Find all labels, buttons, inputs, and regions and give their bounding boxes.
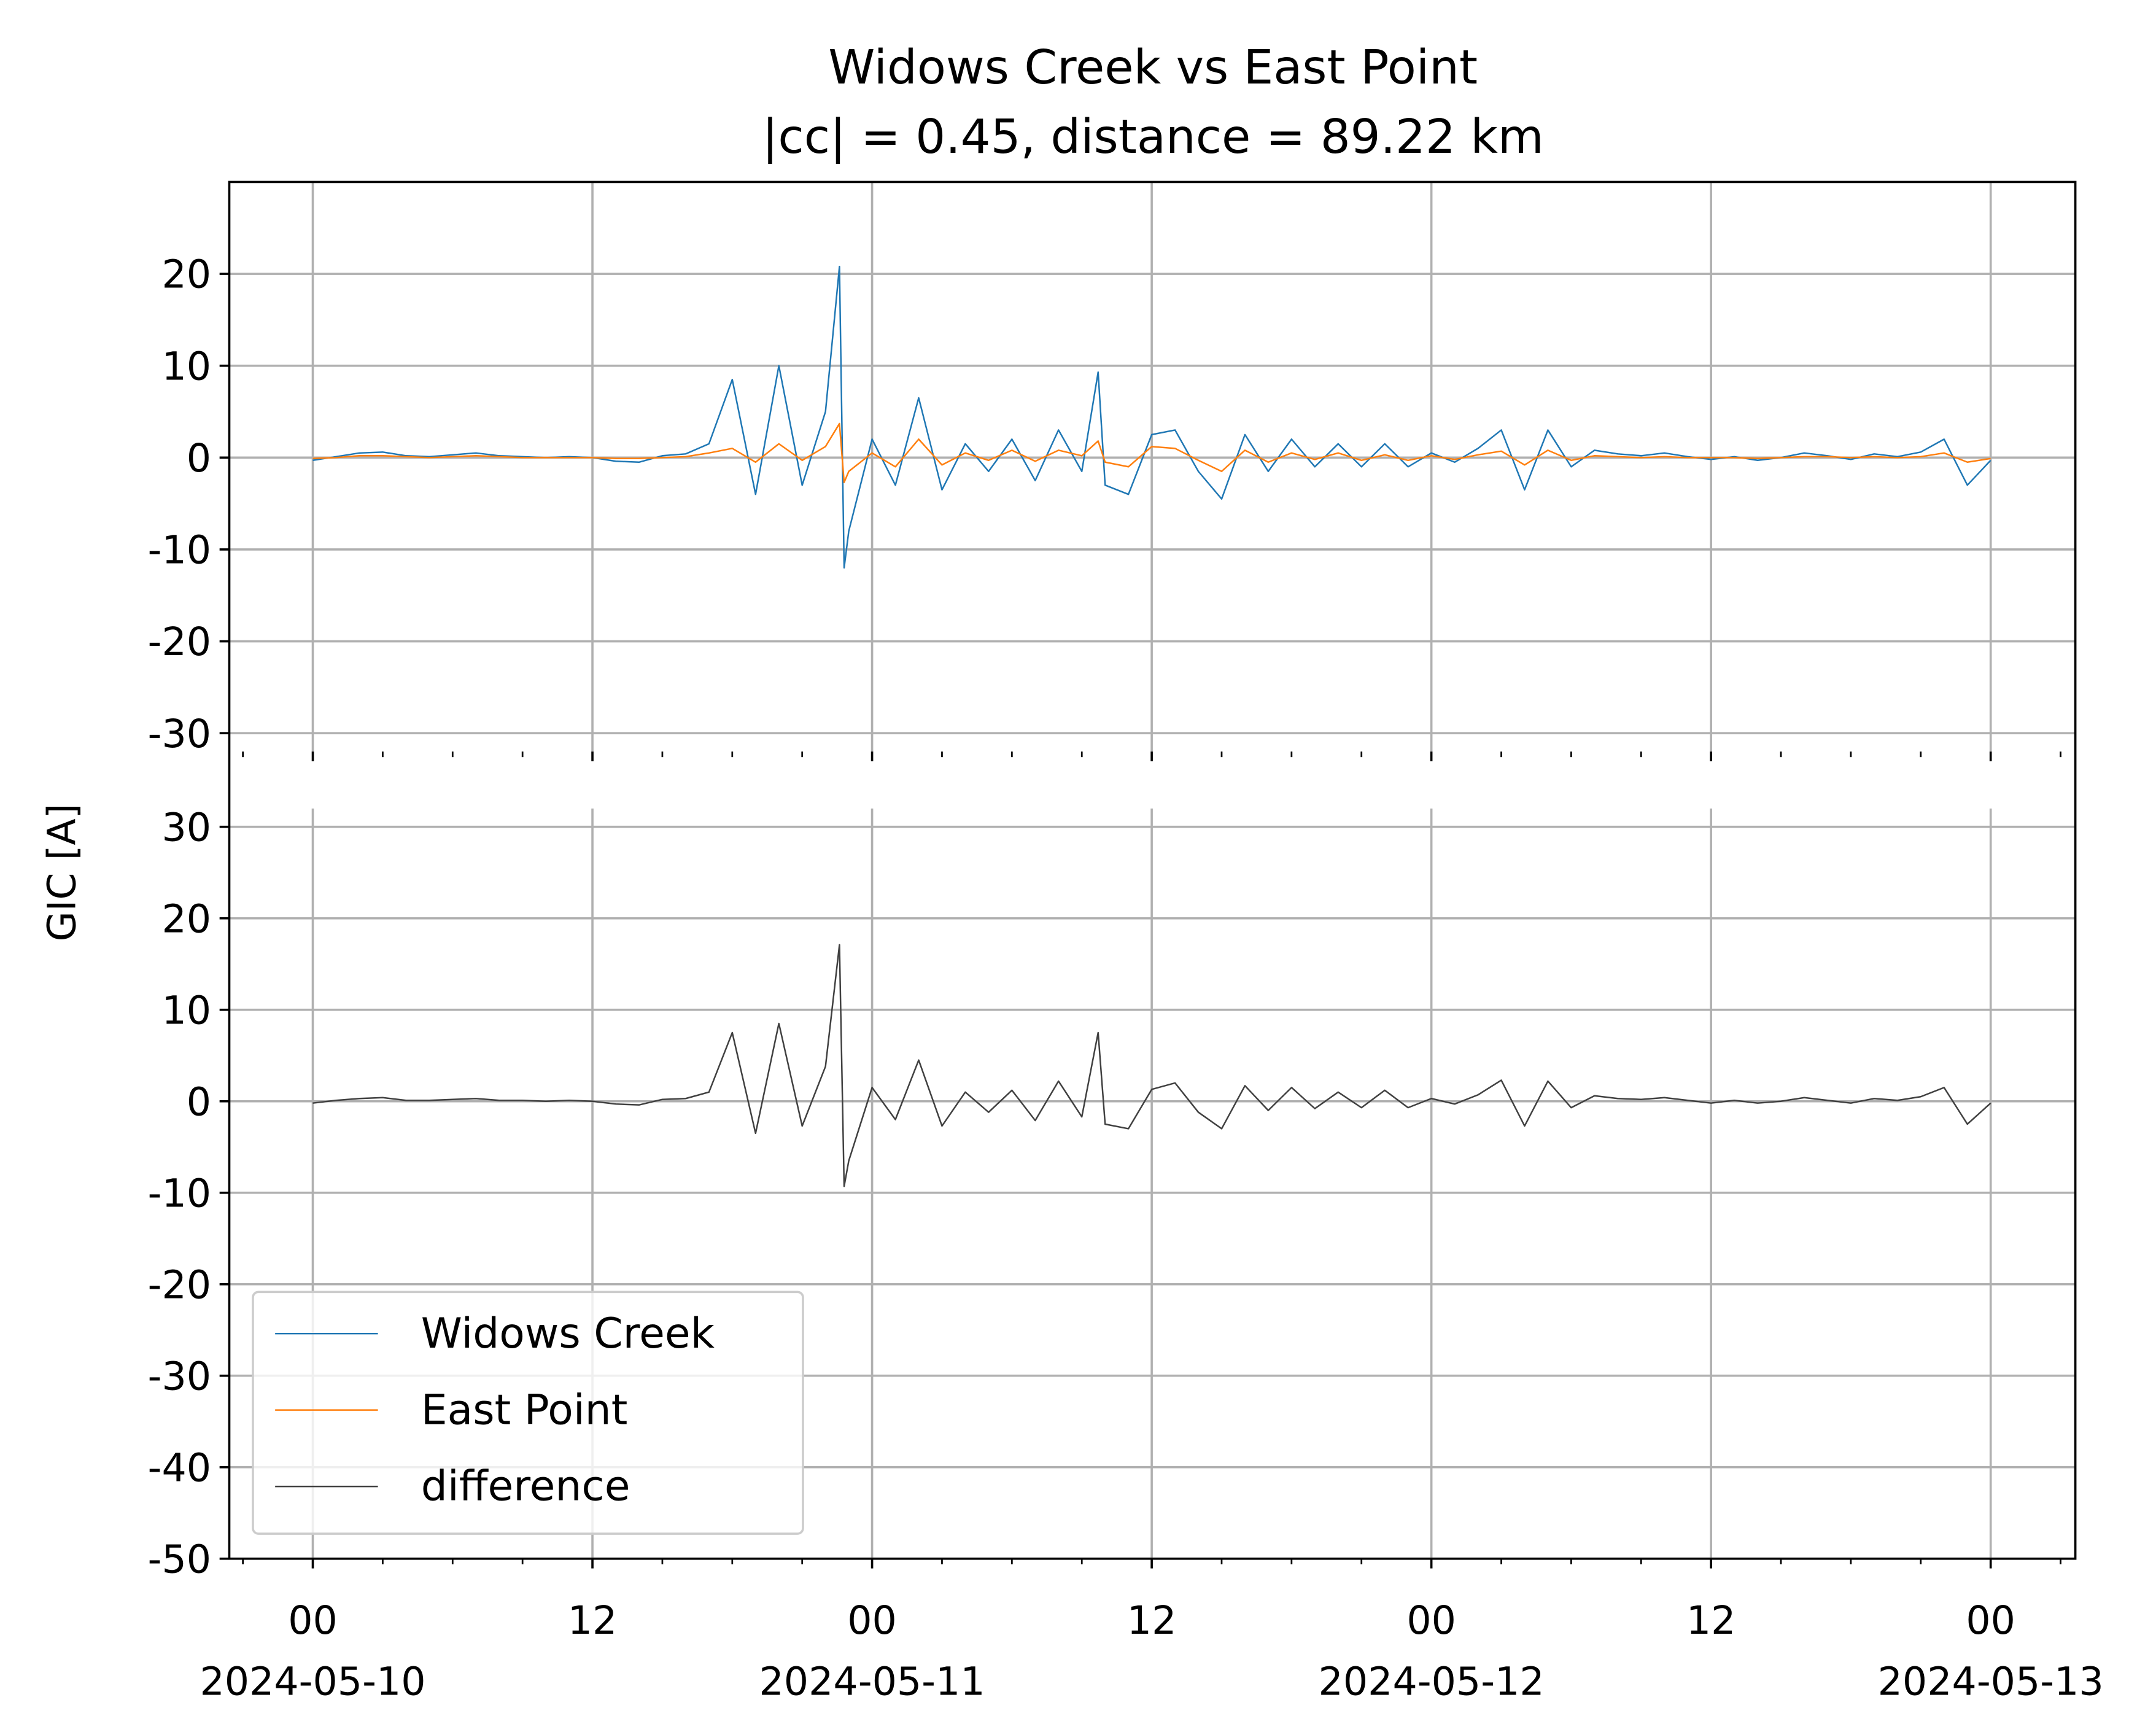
y-tick-label: -50 <box>148 1536 211 1582</box>
y-tick-label: 20 <box>161 252 211 297</box>
x-tick-label: 12 <box>1127 1598 1177 1643</box>
y-axis-label: GIC [A] <box>39 804 84 942</box>
chart-subtitle: |cc| = 0.45, distance = 89.22 km <box>762 110 1543 165</box>
x-tick-label: 2024-05-11 <box>759 1658 985 1704</box>
y-tick-label: -30 <box>148 711 211 756</box>
series-line <box>312 422 1991 483</box>
y-tick-label: 0 <box>187 1079 211 1124</box>
y-tick-label: -20 <box>148 619 211 664</box>
y-tick-label: -10 <box>148 527 211 573</box>
plot-frame <box>228 181 2077 1560</box>
x-tick-label: 00 <box>1406 1598 1456 1643</box>
y-tick-label: 0 <box>187 435 211 481</box>
x-tick-label: 12 <box>1686 1598 1736 1643</box>
legend: Widows Creek East Point difference <box>252 1291 804 1535</box>
legend-label: difference <box>421 1462 630 1511</box>
legend-label: East Point <box>421 1386 628 1434</box>
y-tick-label: -40 <box>148 1445 211 1490</box>
x-tick-label: 12 <box>568 1598 618 1643</box>
y-tick-label: -20 <box>148 1262 211 1307</box>
series-line <box>312 944 1991 1187</box>
x-tick-label: 00 <box>288 1598 338 1643</box>
chart-title: Widows Creek vs East Point <box>828 41 1478 95</box>
y-tick-label: 10 <box>161 343 211 389</box>
legend-box <box>252 1291 804 1535</box>
y-tick-label: -10 <box>148 1170 211 1216</box>
x-tick-label: 2024-05-10 <box>200 1658 425 1704</box>
x-tick-label: 2024-05-12 <box>1319 1658 1545 1704</box>
x-tick-label: 2024-05-13 <box>1878 1658 2104 1704</box>
x-tick-label: 00 <box>847 1598 897 1643</box>
legend-label: Widows Creek <box>421 1310 715 1358</box>
y-tick-label: 30 <box>161 804 211 850</box>
y-tick-label: -30 <box>148 1353 211 1399</box>
y-tick-label: 20 <box>161 896 211 941</box>
y-tick-label: 10 <box>161 987 211 1033</box>
x-tick-label: 00 <box>1966 1598 2015 1643</box>
